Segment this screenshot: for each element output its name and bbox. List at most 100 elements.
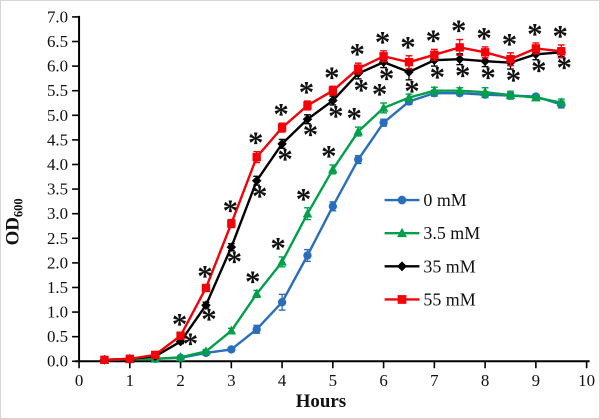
data-point	[379, 52, 388, 61]
asterisk: *	[324, 60, 339, 94]
data-point	[430, 50, 439, 59]
data-point	[404, 67, 414, 77]
asterisk: *	[553, 19, 568, 53]
data-point	[252, 152, 261, 162]
data-point	[176, 331, 185, 340]
legend: 0 mM 3.5 mM 35 mM 55 mM	[384, 190, 480, 309]
y-axis-title-main: OD	[2, 217, 23, 245]
x-tick-label: 6	[379, 371, 387, 390]
asterisk: *	[375, 25, 390, 59]
data-point	[277, 256, 287, 266]
asterisk: *	[223, 194, 238, 228]
asterisk: *	[183, 327, 198, 361]
legend-item-35-mM: 35 mM	[384, 256, 476, 276]
y-axis-title: OD600	[2, 198, 25, 245]
y-tick-label: 4.0	[47, 155, 68, 174]
asterisk: *	[252, 179, 267, 213]
data-point	[379, 118, 388, 127]
data-point	[227, 219, 236, 228]
data-point	[505, 89, 516, 99]
data-point	[480, 48, 490, 57]
asterisk: *	[197, 259, 212, 293]
x-tick-label: 7	[430, 371, 438, 390]
asterisk: *	[455, 59, 470, 93]
legend-item-55-mM: 55 mM	[384, 289, 476, 309]
asterisk: *	[296, 182, 311, 216]
asterisk: *	[451, 14, 466, 48]
x-tick-label: 10	[578, 371, 595, 390]
y-tick-label: 5.0	[47, 106, 68, 125]
y-tick-label: 7.0	[47, 7, 68, 26]
data-point	[277, 298, 287, 307]
asterisk: *	[404, 74, 419, 108]
axes: 0 1 2 3 4 5 6 7 8 9 10 0.0 0.5 1.0 1.5 2.0 2.5 3.0 3.5 4.0 4…	[47, 7, 595, 390]
asterisk: *	[430, 60, 445, 94]
data-point	[397, 227, 407, 238]
x-tick-label: 1	[126, 371, 134, 390]
legend-label: 0 mM	[423, 190, 466, 210]
asterisk: *	[201, 302, 216, 336]
data-point	[302, 208, 313, 218]
asterisk: *	[245, 264, 260, 298]
asterisk: *	[227, 244, 242, 278]
y-tick-label: 3.5	[47, 180, 68, 199]
data-point	[531, 92, 541, 102]
asterisk: *	[372, 77, 387, 111]
data-point	[303, 251, 312, 260]
data-point	[201, 283, 211, 293]
asterisk: *	[476, 21, 491, 55]
asterisk: *	[527, 17, 542, 51]
y-tick-label: 2.5	[47, 229, 68, 248]
data-point	[302, 114, 313, 125]
legend-label: 55 mM	[423, 289, 475, 309]
data-point	[353, 126, 363, 136]
data-point	[354, 155, 363, 164]
data-point	[125, 354, 134, 363]
asterisk: *	[328, 99, 343, 133]
data-point	[454, 85, 465, 95]
y-axis-title-subscript: 600	[11, 198, 25, 217]
asterisk: *	[277, 142, 292, 176]
data-point	[506, 55, 515, 64]
series-55-mM	[100, 38, 566, 364]
data-point	[397, 261, 407, 272]
y-tick-label: 2.0	[47, 253, 68, 272]
asterisk: *	[273, 97, 288, 131]
data-point	[455, 43, 464, 52]
legend-label: 35 mM	[423, 256, 475, 276]
data-point	[226, 325, 237, 335]
data-point	[175, 336, 186, 347]
data-point	[175, 352, 186, 362]
data-point	[397, 295, 407, 304]
asterisk: *	[270, 231, 285, 265]
data-point	[251, 175, 262, 186]
asterisk: *	[248, 126, 263, 160]
data-point	[251, 288, 262, 298]
asterisk: *	[353, 73, 368, 107]
data-point	[404, 92, 414, 102]
x-tick-label: 5	[329, 371, 337, 390]
data-point	[556, 97, 567, 107]
y-tick-label: 0.5	[47, 327, 68, 346]
asterisk: *	[506, 63, 521, 97]
y-tick-label: 4.5	[47, 130, 68, 149]
data-point	[480, 87, 490, 96]
legend-item-0-mM: 0 mM	[384, 190, 467, 210]
x-axis-title: Hours	[296, 391, 346, 412]
asterisk: *	[400, 30, 415, 64]
data-point	[100, 355, 109, 364]
y-tick-label: 5.5	[47, 81, 68, 100]
y-tick-label: 6.5	[47, 32, 68, 51]
significance-asterisks: ************** * * * * * * * ******* ** * * * * * * * *	[172, 14, 572, 361]
data-point	[151, 350, 160, 360]
asterisk: *	[303, 118, 318, 152]
x-tick-label: 3	[227, 371, 235, 390]
data-point	[404, 57, 414, 67]
x-tick-label: 8	[481, 371, 489, 390]
asterisk: *	[557, 51, 572, 85]
x-tick-label: 9	[532, 371, 540, 390]
data-point	[328, 95, 338, 106]
data-point	[557, 47, 566, 56]
